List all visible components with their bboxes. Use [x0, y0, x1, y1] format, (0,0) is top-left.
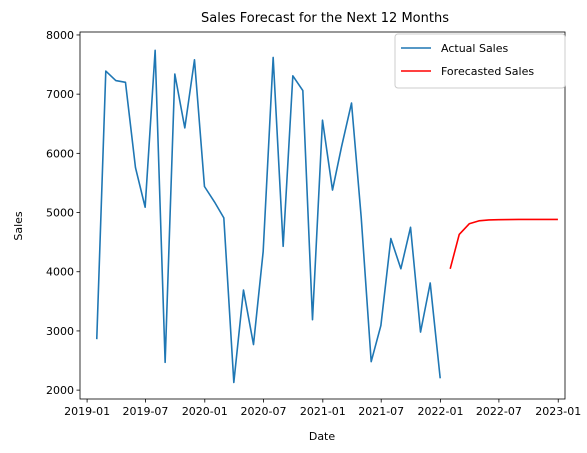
y-tick-label: 3000 [46, 325, 74, 338]
y-tick-label: 2000 [46, 384, 74, 397]
x-tick-label: 2020-07 [241, 405, 287, 418]
chart-title: Sales Forecast for the Next 12 Months [201, 11, 449, 26]
x-axis: 2019-01 2019-07 2020-01 2020-07 2021-01 2021-… [64, 399, 581, 418]
x-tick-label: 2022-01 [418, 405, 464, 418]
x-tick-label: 2019-01 [64, 405, 110, 418]
x-tick-label: 2023-01 [535, 405, 581, 418]
x-tick-label: 2021-01 [300, 405, 346, 418]
legend: Actual Sales Forecasted Sales [395, 34, 565, 88]
x-tick-label: 2020-01 [182, 405, 228, 418]
y-axis-label: Sales [12, 211, 25, 241]
x-tick-label: 2021-07 [358, 405, 404, 418]
series-layer [97, 50, 558, 382]
y-axis: 2000 3000 4000 5000 6000 7000 8000 [46, 29, 80, 397]
series-line-forecasted-sales [450, 219, 558, 268]
y-tick-label: 8000 [46, 29, 74, 42]
y-tick-label: 5000 [46, 207, 74, 220]
x-tick-label: 2019-07 [122, 405, 168, 418]
x-tick-label: 2022-07 [476, 405, 522, 418]
y-tick-label: 4000 [46, 266, 74, 279]
legend-label-forecasted-sales: Forecasted Sales [441, 65, 534, 78]
y-tick-label: 6000 [46, 147, 74, 160]
series-line-actual-sales [97, 50, 440, 382]
y-tick-label: 7000 [46, 88, 74, 101]
x-axis-label: Date [309, 430, 336, 443]
legend-label-actual-sales: Actual Sales [441, 42, 509, 55]
